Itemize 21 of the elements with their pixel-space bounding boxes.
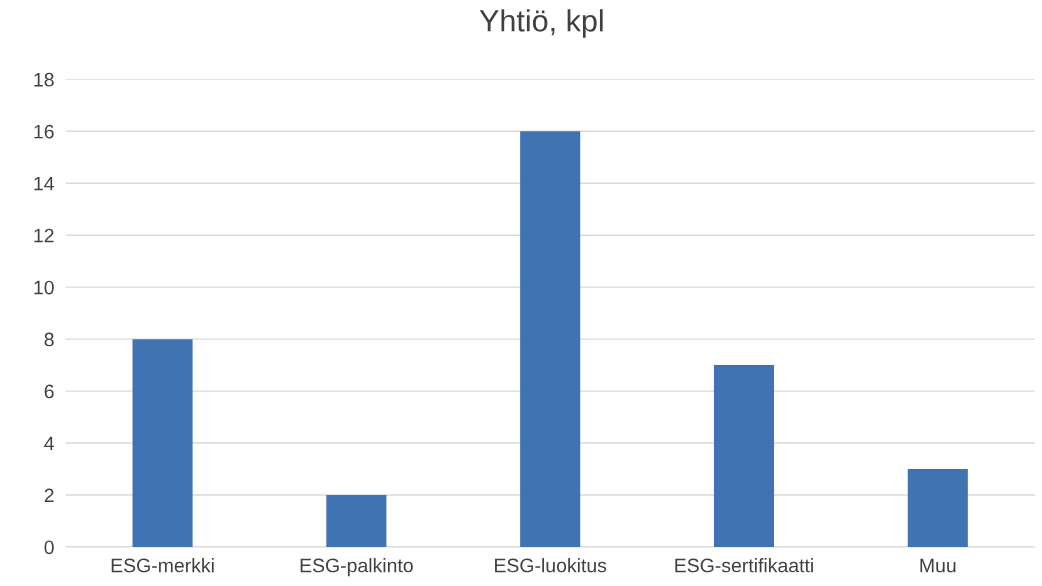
x-tick-label: Muu (920, 558, 956, 573)
y-tick-label: 18 (34, 72, 54, 87)
y-tick-label: 10 (34, 280, 54, 295)
bar (907, 469, 968, 547)
y-tick-label: 2 (44, 488, 54, 503)
x-tick-label: ESG-merkki (111, 558, 214, 573)
y-tick-label: 16 (34, 124, 54, 139)
x-tick-label: ESG-sertifikaatti (675, 558, 813, 573)
chart-title: Yhtiö, kpl (479, 9, 603, 38)
bar (520, 131, 581, 547)
bar (713, 365, 775, 547)
x-tick-label: ESG-luokitus (495, 558, 607, 573)
y-tick-label: 8 (44, 332, 54, 347)
y-tick-label: 0 (44, 540, 54, 555)
y-tick-label: 4 (44, 436, 54, 451)
y-tick-label: 6 (44, 384, 54, 399)
y-tick-label: 14 (34, 176, 54, 191)
bar (132, 339, 193, 547)
x-tick-label: ESG-palkinto (300, 558, 413, 577)
y-tick-label: 12 (34, 228, 54, 243)
bar (326, 495, 387, 547)
